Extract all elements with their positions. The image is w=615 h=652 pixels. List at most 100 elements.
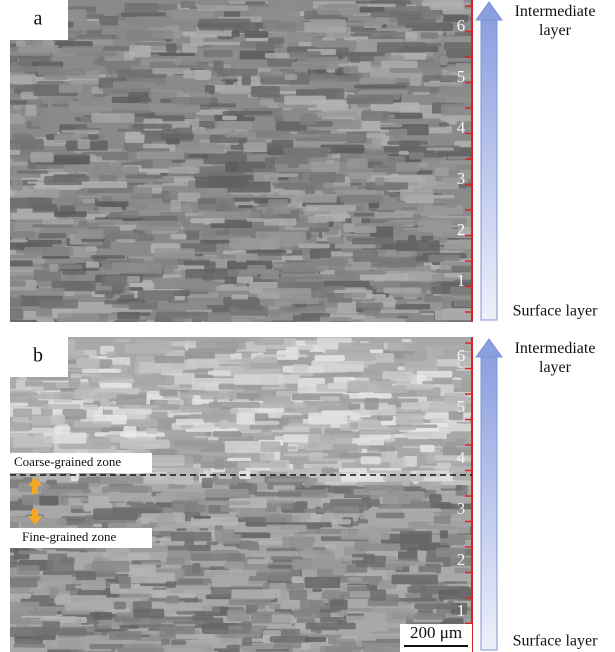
grain (10, 230, 35, 239)
label-bg (10, 528, 152, 548)
grain (354, 226, 377, 233)
grain (237, 461, 287, 468)
grain (250, 86, 280, 98)
grain (206, 186, 225, 196)
grain (305, 185, 316, 195)
grain (298, 550, 335, 561)
grain (219, 419, 229, 430)
grain (278, 374, 300, 384)
grain (12, 133, 33, 140)
grain (249, 572, 301, 582)
grain (451, 513, 471, 520)
grain (180, 1, 196, 9)
scale-bar-label: 200 μm (410, 623, 462, 642)
grain (198, 456, 233, 461)
grain (435, 547, 466, 558)
grain (441, 177, 469, 184)
grain (336, 21, 384, 27)
label-bg (10, 0, 68, 40)
grain (10, 377, 17, 390)
grain-texture (10, 337, 472, 652)
label-bg (10, 337, 68, 377)
grain (360, 154, 381, 159)
grain (334, 190, 378, 195)
grain (192, 615, 214, 621)
grain (357, 519, 369, 524)
grain (44, 176, 90, 185)
grain (459, 357, 472, 367)
grain (239, 270, 258, 277)
grain (10, 280, 26, 287)
grain (313, 111, 358, 117)
grain (170, 531, 212, 542)
grain (274, 302, 291, 307)
grain (395, 303, 431, 310)
grain (77, 589, 117, 597)
grain (126, 419, 159, 427)
grain (214, 458, 225, 470)
grain (322, 590, 341, 599)
grain (116, 321, 165, 322)
grain (347, 380, 393, 392)
grain (10, 100, 28, 105)
grain (117, 311, 140, 320)
grain (410, 525, 457, 530)
grain (335, 51, 385, 57)
grain (41, 264, 83, 270)
grain (233, 374, 283, 385)
grain (343, 393, 392, 399)
grain (10, 321, 24, 322)
grain (238, 525, 249, 532)
grain (420, 484, 456, 489)
grain (390, 597, 437, 602)
grain (445, 96, 472, 104)
grain (284, 95, 327, 105)
grain (207, 370, 237, 376)
grain (450, 286, 472, 296)
grain (252, 421, 280, 426)
grain (359, 77, 397, 84)
grain (241, 357, 252, 369)
grain (135, 341, 172, 348)
grain (91, 112, 135, 123)
grain (455, 63, 472, 74)
grain (308, 412, 348, 425)
grain (262, 22, 305, 32)
coarse-label: Coarse-grained zone (14, 454, 121, 469)
grain (380, 60, 418, 69)
grain (390, 292, 426, 298)
grain (245, 604, 258, 614)
grain (265, 207, 274, 220)
grain (458, 226, 472, 236)
grain (238, 305, 264, 311)
grain (33, 269, 61, 282)
grain (58, 84, 82, 93)
grain (349, 412, 360, 421)
grain (65, 584, 76, 591)
grain (112, 408, 152, 415)
grain (45, 637, 90, 650)
grain (347, 577, 363, 582)
grain (355, 302, 384, 309)
grain (128, 572, 176, 584)
bottom-label: Surface layer (513, 633, 599, 650)
grain (296, 345, 314, 351)
grain (10, 140, 44, 150)
grain (174, 440, 221, 447)
grain (369, 318, 406, 322)
grain (309, 599, 325, 610)
grain (245, 37, 269, 42)
grain (128, 301, 158, 310)
grain (46, 563, 74, 575)
grain (282, 536, 313, 548)
grain (451, 351, 472, 357)
arrow-head (475, 338, 503, 358)
grain (211, 80, 226, 85)
grain (97, 368, 117, 373)
grain (277, 1, 299, 12)
grain (152, 30, 174, 40)
grain (383, 287, 422, 294)
grain (196, 5, 249, 11)
grain (281, 110, 305, 117)
